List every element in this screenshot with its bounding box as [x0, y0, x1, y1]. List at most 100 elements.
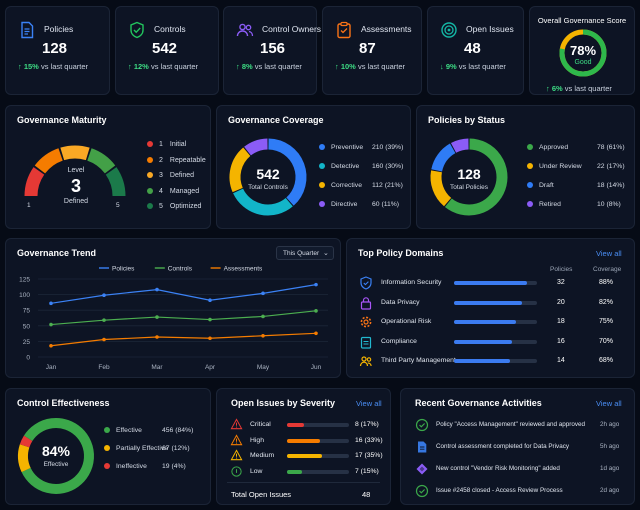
data-point[interactable] — [49, 322, 53, 327]
activity-item[interactable]: Issue #2458 closed - Access Review Proce… — [401, 484, 634, 500]
legend-value: 60 (11%) — [372, 201, 400, 208]
maturity-legend-item: 4 Managed — [147, 188, 199, 195]
legend-item: Partially Effective 67 (12%) — [104, 445, 206, 452]
y-tick-label: 0 — [26, 355, 30, 362]
maturity-segment-3 — [60, 145, 90, 161]
issue-severity-row[interactable]: Low 7 (15%) — [217, 465, 390, 479]
domain-name: Third Party Management — [381, 357, 456, 364]
donut-slice — [19, 435, 33, 448]
issue-severity-row[interactable]: Medium 17 (35%) — [217, 449, 390, 463]
legend-item: Under Review 22 (17%) — [527, 163, 629, 170]
legend-dot — [527, 182, 533, 189]
legend-dot — [527, 201, 533, 208]
overall-score-status: Good — [574, 59, 592, 66]
data-point[interactable] — [314, 309, 318, 313]
domain-coverage-fill — [454, 281, 528, 285]
maturity-segment-1 — [24, 167, 45, 197]
domain-coverage: 70% — [599, 337, 614, 345]
kpi-card-assessments[interactable]: Assessments 87 ↑ 10% vs last quarter — [322, 6, 422, 95]
data-point[interactable] — [102, 318, 106, 322]
data-point[interactable] — [49, 301, 53, 306]
legend-label: Partially Effective — [116, 445, 169, 452]
kpi-card-policies[interactable]: Policies 128 ↑ 15% vs last quarter — [5, 6, 110, 95]
level-number: 1 — [159, 141, 163, 148]
data-point[interactable] — [208, 336, 212, 341]
policies-center-value: 128 — [457, 166, 481, 182]
legend-dot — [147, 172, 153, 179]
data-point[interactable] — [49, 343, 53, 348]
x-tick-label: May — [257, 364, 270, 371]
domain-coverage-fill — [454, 339, 513, 344]
x-tick-label: Jan — [46, 364, 57, 371]
domain-coverage-bar — [454, 281, 537, 285]
activity-item[interactable]: New control "Vendor Risk Monitoring" add… — [401, 462, 634, 478]
data-point[interactable] — [314, 282, 318, 287]
kpi-delta: ↑ 10% vs last quarter — [335, 62, 406, 71]
activity-item[interactable]: Control assessment completed for Data Pr… — [401, 440, 634, 456]
data-point[interactable] — [208, 298, 212, 303]
domain-row[interactable]: Operational Risk 18 75% — [347, 315, 634, 331]
activity-item[interactable]: Policy "Access Management" reviewed and … — [401, 418, 634, 434]
legend-dot — [147, 141, 153, 148]
severity-fill — [287, 454, 322, 458]
donut-slice — [268, 138, 307, 206]
data-point[interactable] — [155, 335, 159, 339]
shield-icon — [360, 276, 372, 290]
legend-label: Draft — [539, 182, 554, 189]
lock-icon — [360, 296, 372, 310]
issue-severity-row[interactable]: High 16 (33%) — [217, 433, 390, 448]
data-point[interactable] — [261, 291, 265, 296]
policies-status-donut — [430, 138, 508, 216]
issues-view-all-link[interactable]: View all — [356, 399, 382, 408]
kpi-value: 48 — [464, 40, 481, 57]
domain-row[interactable]: Compliance 16 70% — [347, 335, 634, 351]
kpi-card-open-issues[interactable]: Open Issues 48 ↓ 9% vs last quarter — [427, 6, 524, 95]
kpi-title: Control Owners — [262, 24, 322, 34]
activities-view-all-link[interactable]: View all — [596, 399, 622, 408]
x-tick-label: Jun — [311, 364, 322, 371]
overall-score-card[interactable]: Overall Governance Score 78% Good ↑ 6% v… — [529, 6, 635, 95]
period-dropdown[interactable]: This Quarter ⌄ — [276, 246, 334, 260]
data-point[interactable] — [155, 287, 159, 292]
domain-row[interactable]: Information Security 32 88% — [347, 276, 634, 292]
period-dropdown-value: This Quarter — [283, 250, 320, 257]
maturity-card: Governance Maturity Level 3 Defined 1 5 … — [5, 105, 211, 229]
severity-name: Low — [250, 467, 263, 475]
overall-score-value: 78% — [569, 43, 597, 58]
maturity-legend-item: 1 Initial — [147, 141, 186, 148]
severity-value: 8 (17%) — [355, 421, 379, 428]
data-point[interactable] — [102, 337, 106, 342]
kpi-card-controls[interactable]: Controls 542 ↑ 12% vs last quarter — [115, 6, 219, 95]
severity-bar — [287, 423, 349, 427]
data-point[interactable] — [208, 317, 212, 322]
data-point[interactable] — [314, 331, 318, 336]
data-point[interactable] — [261, 314, 265, 319]
domain-row[interactable]: Data Privacy 20 82% — [347, 296, 634, 312]
domain-row[interactable]: Third Party Management 14 68% — [347, 354, 634, 370]
data-point[interactable] — [261, 333, 265, 338]
data-point[interactable] — [155, 315, 159, 319]
overall-score-delta: ↑ 6% vs last quarter — [546, 84, 612, 93]
y-tick-label: 50 — [23, 323, 31, 330]
domains-view-all-link[interactable]: View all — [596, 249, 622, 258]
domain-policies: 18 — [557, 318, 565, 325]
kpi-card-control-owners[interactable]: Control Owners 156 ↑ 8% vs last quarter — [223, 6, 321, 95]
y-tick-label: 100 — [19, 292, 30, 299]
check-circle-icon — [415, 418, 429, 432]
data-point[interactable] — [102, 293, 106, 298]
legend-item: Corrective 112 (21%) — [319, 182, 407, 189]
maturity-segment-4 — [86, 148, 116, 174]
level-number: 5 — [159, 203, 163, 210]
issue-severity-row[interactable]: Critical 8 (17%) — [217, 418, 390, 432]
severity-value: 17 (35%) — [355, 452, 383, 459]
legend-value: 22 (17%) — [597, 163, 625, 170]
level-name: Managed — [169, 187, 200, 195]
maturity-legend-item: 2 Repeatable — [147, 157, 206, 164]
domain-coverage: 88% — [599, 279, 614, 286]
effectiveness-card: Control Effectiveness 84% Effective Effe… — [5, 388, 211, 505]
effectiveness-center-label: Effective — [43, 461, 69, 468]
legend-value: 19 (4%) — [162, 463, 186, 470]
trend-title: Governance Trend — [17, 248, 97, 258]
legend-label: Approved — [539, 144, 569, 151]
severity-value: 16 (33%) — [355, 436, 383, 444]
